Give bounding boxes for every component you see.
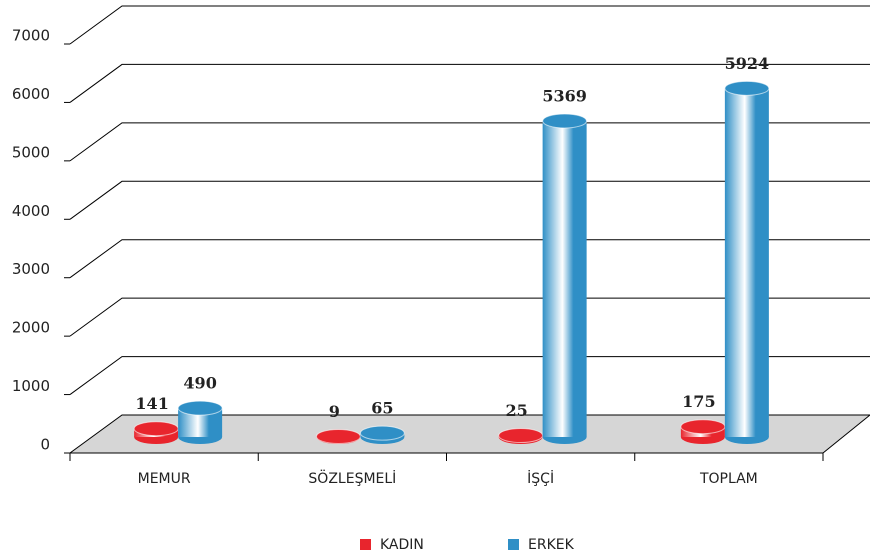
y-tick-label: 5000 [12, 143, 50, 161]
cylinder-top [498, 428, 544, 444]
cylinder-top [177, 400, 223, 416]
cylinder-top [542, 113, 588, 129]
x-tick-label: MEMUR [138, 471, 191, 487]
cylinder-top [680, 419, 726, 435]
floor [68, 414, 870, 454]
cylinder-top [315, 428, 361, 444]
y-tick-label: 4000 [12, 202, 50, 220]
data-label: 25 [505, 401, 527, 420]
data-label: 141 [135, 394, 168, 413]
legend-swatch [360, 539, 371, 550]
y-tick-label: 6000 [12, 85, 50, 103]
x-tick-label: İŞÇİ [527, 469, 554, 487]
y-tick-label: 2000 [12, 319, 50, 337]
legend-swatch [508, 539, 519, 550]
y-tick-label: 0 [40, 436, 50, 454]
data-label: 5369 [542, 86, 587, 105]
data-label: 175 [682, 392, 715, 411]
x-tick-label: TOPLAM [699, 471, 758, 487]
data-label: 490 [183, 374, 216, 393]
grid-line [69, 63, 870, 103]
legend-label: KADIN [380, 537, 424, 553]
cylinder-top [724, 80, 770, 96]
legend-label: ERKEK [528, 537, 575, 553]
cylinder-body [724, 88, 769, 437]
x-tick-label: SÖZLEŞMELİ [308, 469, 396, 487]
cylinder-top [133, 421, 179, 437]
y-tick-label: 1000 [12, 377, 50, 395]
grid-line [69, 180, 870, 220]
data-label: 5924 [725, 54, 770, 73]
grid-line [69, 356, 870, 395]
grid-line [69, 5, 870, 45]
data-label: 9 [329, 402, 340, 421]
y-tick-label: 3000 [12, 260, 50, 278]
grid-line [69, 297, 870, 337]
grid-line [69, 239, 870, 279]
cylinder-top [359, 425, 405, 441]
data-label: 65 [371, 399, 393, 418]
grid-line [69, 122, 870, 162]
y-tick-label: 7000 [12, 27, 50, 45]
cylinder-body [542, 120, 587, 437]
